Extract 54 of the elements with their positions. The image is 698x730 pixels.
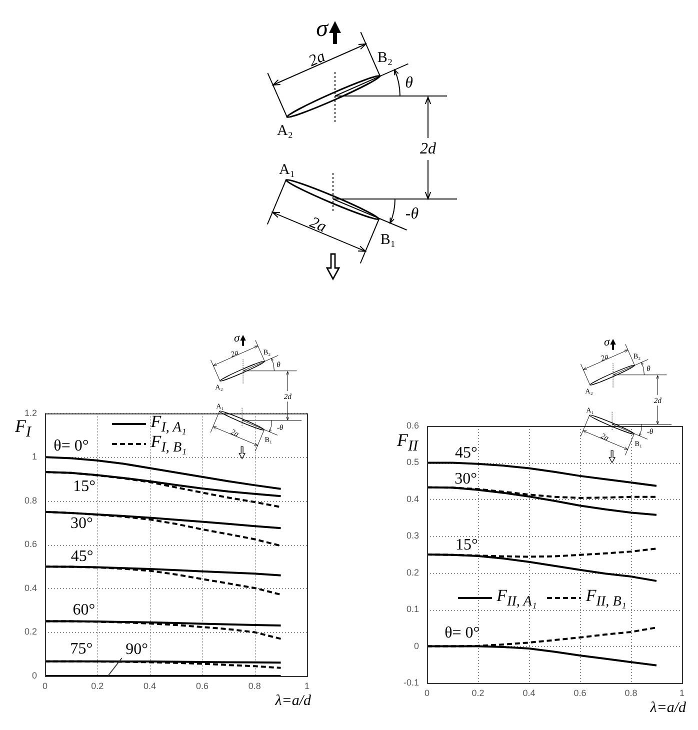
x-tick-label: 0 xyxy=(42,680,48,691)
annotation: 45° xyxy=(70,548,94,566)
x-axis-title: λ=a/d xyxy=(275,693,311,709)
annotation: 60° xyxy=(72,602,96,619)
y-tick-label: 0.6 xyxy=(24,539,37,550)
x-axis-title: λ=a/d xyxy=(650,700,686,716)
annotation: 45° xyxy=(455,444,478,462)
annotation: 15° xyxy=(455,536,478,554)
text: θ xyxy=(276,360,280,370)
x-tick-label: 0.8 xyxy=(248,680,261,691)
annotation: -θ xyxy=(646,427,654,436)
y-tick-label: 0.6 xyxy=(406,420,419,430)
annotation: 15° xyxy=(73,478,96,496)
y-tick-label: 0.5 xyxy=(406,457,419,468)
annotation: θ= 0° xyxy=(444,624,480,642)
y-tick-label: -0.1 xyxy=(403,677,419,688)
y-tick-label: 0.3 xyxy=(406,530,419,541)
annotation: 75° xyxy=(70,640,93,658)
y-tick-label: 1 xyxy=(32,452,37,462)
text: σ xyxy=(234,332,240,345)
annotation: -θ xyxy=(276,423,284,432)
annotation: θ= 0° xyxy=(54,437,89,454)
y-tick-label: 0 xyxy=(414,640,419,651)
legend-label: F$_{II, B₁}$ xyxy=(586,586,626,610)
y-tick-label: 0.2 xyxy=(24,626,37,637)
x-tick-label: 1 xyxy=(304,680,310,691)
y-axis-title: F$_{I}$ xyxy=(15,416,31,441)
x-tick-label: 0.6 xyxy=(574,688,586,698)
x-tick-label: 1 xyxy=(679,688,685,698)
x-tick-label: 0.2 xyxy=(91,680,104,691)
x-tick-label: 0.4 xyxy=(522,688,536,698)
x-tick-label: 0.2 xyxy=(472,688,484,698)
y-tick-label: 0.4 xyxy=(24,582,37,593)
y-tick-label: 0.1 xyxy=(406,604,419,614)
annotation: 30° xyxy=(70,514,93,532)
legend-label: F$_{II, A₁}$ xyxy=(496,586,537,610)
y-tick-label: 0.2 xyxy=(406,567,419,578)
crack-diagram: σ 2a B₂ θ A₂ 2d A₁ -θ 2a B₁ xyxy=(262,15,462,283)
y-axis-title: F$_{II}$ xyxy=(397,430,418,455)
y-tick-label: 0.4 xyxy=(406,494,419,504)
y-tick-label: 0 xyxy=(32,670,37,680)
x-tick-label: 0.4 xyxy=(144,680,156,691)
text: σ xyxy=(604,336,610,349)
legend-label: F$_{I, A₁}$ xyxy=(150,412,186,436)
x-tick-label: 0 xyxy=(424,688,430,698)
y-tick-label: 0.8 xyxy=(24,495,37,506)
text: 2d xyxy=(284,392,292,401)
annotation: 90° xyxy=(126,641,148,658)
x-tick-label: 0.8 xyxy=(624,688,638,698)
y-tick-label: 1.2 xyxy=(24,408,37,418)
x-tick-label: 0.6 xyxy=(196,680,208,691)
text: θ xyxy=(646,364,650,374)
annotation: 30° xyxy=(454,470,478,488)
text: 2d xyxy=(654,396,662,405)
